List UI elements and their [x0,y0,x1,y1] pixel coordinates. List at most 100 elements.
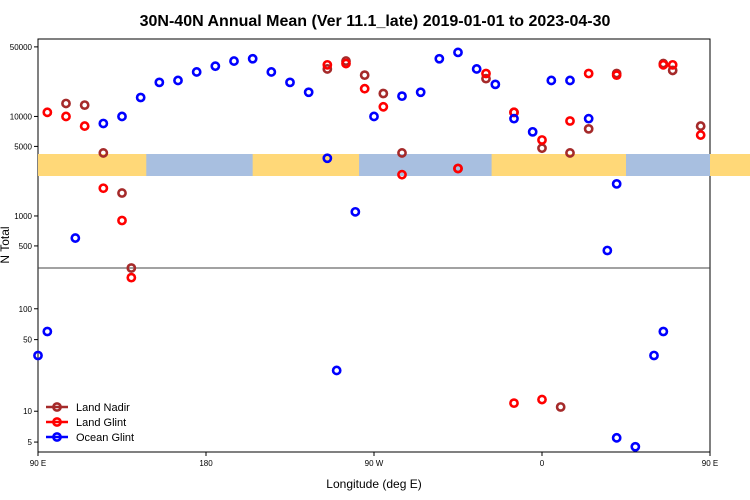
land-glint-point [667,59,678,70]
land-segment [38,154,147,176]
y-tick-label: 5 [28,438,33,447]
land-nadir-point [695,121,706,131]
ocean-glint-point [266,67,277,77]
ocean-glint-point [303,87,314,98]
y-tick-label: 50 [23,336,32,345]
land-nadir-point [667,65,678,76]
ocean-glint-point [135,92,146,103]
land-glint-point [61,111,71,122]
ocean-glint-point [602,245,613,256]
land-glint-point [341,58,351,69]
ocean-glint-point [173,75,183,86]
chart-title: 30N-40N Annual Mean (Ver 11.1_late) 2019… [140,13,611,30]
ocean-glint-point [434,53,445,64]
land-glint-point [537,394,547,405]
land-glint-point [378,101,389,112]
ocean-glint-point [331,365,342,376]
legend-label-land-nadir: Land Nadir [76,402,130,414]
legend-marker-ocean-glint [52,432,62,442]
land-nadir-point [378,88,389,99]
ocean-glint-point [70,233,81,243]
legend-marker-land-nadir [52,402,62,412]
ocean-glint-point [322,153,333,164]
ocean-glint-point [630,441,641,452]
ocean-glint-point [397,91,407,102]
land-nadir-point [322,64,333,74]
ocean-glint-point [98,118,109,129]
y-axis-label: N Total [0,226,12,263]
land-glint-point [117,215,127,226]
y-tick-label: 1000 [14,212,32,221]
land-glint-point [565,116,575,126]
land-nadir-point [61,98,71,109]
x-tick-label: 90 W [365,459,384,468]
ocean-glint-point [117,111,127,122]
land-glint-point [322,59,333,70]
x-tick-label: 90 E [702,459,718,468]
legend-label-ocean-glint: Ocean Glint [76,432,134,444]
land-glint-point [359,83,370,94]
x-tick-label: 90 E [30,459,46,468]
land-glint-point [453,163,463,174]
y-tick-label: 100 [19,305,33,314]
x-tick-label: 180 [199,459,213,468]
x-axis-label: Longitude (deg E) [326,477,421,491]
ocean-glint-point [471,64,482,74]
land-glint-point [42,107,53,118]
land-glint-point [583,68,594,79]
land-ocean-strip [38,154,750,176]
ocean-glint-point [210,61,221,72]
ocean-glint-point [611,178,622,189]
ocean-glint-point [42,326,53,337]
ocean-glint-point [33,350,43,361]
land-glint-point [611,70,622,81]
ocean-glint-point [658,326,669,337]
y-tick-label: 500 [19,242,33,251]
land-glint-point [537,135,547,145]
land-nadir-point [565,148,575,158]
land-nadir-point [359,70,370,81]
ocean-glint-point [191,67,202,77]
land-glint-point [79,121,90,131]
land-nadir-point [537,143,547,154]
y-tick-label: 50000 [10,43,33,52]
land-segment [710,154,750,176]
ocean-glint-point [611,432,622,443]
y-axis-upper: 50000 10000 5000 1000 500 [10,43,38,251]
land-glint-point [98,183,109,194]
legend: Land Nadir Land Glint Ocean Glint [46,402,134,444]
ocean-glint-point [285,77,295,88]
y-tick-label: 5000 [14,142,32,151]
x-tick-label: 0 [540,459,545,468]
land-nadir-point [481,73,491,84]
series-points [33,47,706,452]
land-segment [252,154,360,176]
land-nadir-point [98,148,109,158]
ocean-glint-point [509,113,519,124]
ocean-glint-point [453,47,463,58]
land-glint-point [695,130,706,140]
land-glint-point [481,68,491,79]
ocean-glint-point [583,113,594,124]
land-glint-point [658,59,669,70]
y-tick-label: 10 [23,407,32,416]
land-nadir-point [126,263,137,273]
legend-label-land-glint: Land Glint [76,417,126,429]
ocean-glint-point [415,87,426,98]
land-nadir-point [555,402,566,412]
land-nadir-point [397,148,407,158]
y-axis-lower: 100 50 10 5 [19,305,38,447]
land-glint-point [397,169,407,180]
x-axis: 90 E 180 90 W 0 90 E [30,452,718,468]
ocean-glint-point [490,79,501,90]
ocean-glint-point [565,75,575,86]
land-nadir-point [583,123,594,134]
ocean-glint-point [247,53,258,64]
ocean-glint-point [527,126,538,137]
ocean-glint-point [369,111,379,122]
y-tick-label: 10000 [10,112,33,121]
land-glint-point [509,398,519,409]
ocean-glint-point [350,206,361,217]
land-segment [491,154,626,176]
